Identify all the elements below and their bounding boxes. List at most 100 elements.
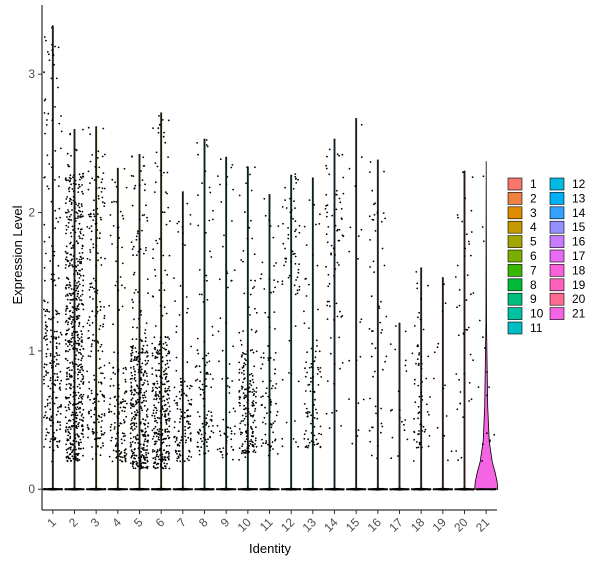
point: [112, 367, 114, 369]
point: [60, 488, 63, 491]
point: [334, 268, 337, 270]
point: [104, 153, 106, 156]
point: [167, 156, 170, 159]
point: [458, 378, 460, 381]
point: [138, 300, 141, 303]
point: [207, 410, 210, 413]
point: [146, 219, 149, 222]
point: [198, 449, 201, 452]
point: [115, 399, 118, 401]
legend-key-14: [549, 206, 565, 220]
point: [267, 395, 270, 398]
point: [245, 450, 248, 452]
point: [348, 167, 351, 170]
point: [404, 364, 407, 367]
point: [69, 197, 71, 200]
point: [417, 417, 419, 420]
point: [469, 488, 472, 491]
point: [80, 336, 83, 338]
x-tick-label-12: 12: [278, 515, 298, 535]
point: [92, 298, 94, 300]
point: [244, 377, 246, 380]
point: [183, 488, 186, 490]
point: [131, 397, 134, 400]
point: [269, 225, 272, 227]
point: [390, 457, 393, 460]
point: [78, 277, 81, 279]
point: [160, 174, 163, 177]
violin-layer: [42, 25, 499, 491]
point: [71, 264, 73, 266]
point: [135, 414, 138, 417]
point: [310, 414, 313, 417]
point: [129, 402, 132, 405]
point: [94, 315, 97, 317]
point: [94, 291, 96, 293]
point: [200, 487, 203, 490]
point: [99, 488, 102, 490]
point: [298, 224, 301, 227]
point: [73, 343, 75, 345]
point: [228, 363, 231, 365]
point: [348, 250, 351, 253]
point: [54, 365, 57, 367]
point: [68, 348, 71, 351]
point: [43, 176, 46, 179]
point: [162, 395, 165, 398]
point: [76, 385, 79, 388]
point: [391, 408, 393, 411]
point: [73, 336, 76, 339]
point: [65, 305, 68, 308]
point: [64, 357, 67, 360]
point: [328, 300, 330, 303]
point: [81, 175, 84, 178]
point: [380, 331, 383, 334]
point: [190, 398, 193, 401]
point: [140, 464, 142, 467]
point: [53, 250, 56, 253]
point: [73, 261, 76, 264]
point: [420, 297, 422, 300]
point: [165, 423, 168, 425]
point: [71, 326, 74, 329]
point: [250, 189, 253, 192]
point: [261, 261, 264, 264]
point: [45, 124, 48, 126]
point: [310, 380, 312, 383]
point: [143, 457, 146, 460]
point: [329, 337, 332, 339]
point: [90, 225, 93, 228]
point: [45, 352, 48, 355]
point: [165, 312, 168, 315]
point: [295, 279, 297, 281]
point: [272, 448, 274, 450]
point: [168, 425, 171, 428]
point: [67, 209, 69, 211]
points-7: [173, 202, 193, 491]
point: [91, 339, 94, 342]
point: [140, 314, 143, 316]
point: [77, 187, 80, 190]
legend-key-12: [549, 177, 565, 191]
point: [97, 157, 99, 159]
point: [145, 488, 148, 491]
point: [87, 355, 90, 357]
point: [151, 438, 154, 440]
point: [178, 220, 180, 223]
point: [79, 352, 82, 354]
violin-16: [367, 159, 388, 491]
point: [43, 337, 45, 340]
point: [161, 434, 163, 437]
point: [92, 421, 95, 424]
point: [146, 441, 149, 443]
point: [158, 434, 161, 436]
point: [315, 223, 317, 226]
legend-key-16: [549, 235, 565, 248]
point: [81, 403, 84, 405]
point: [164, 431, 167, 433]
point: [79, 438, 82, 441]
point: [250, 373, 253, 375]
point: [137, 401, 140, 404]
point: [262, 395, 264, 398]
point: [168, 352, 171, 355]
